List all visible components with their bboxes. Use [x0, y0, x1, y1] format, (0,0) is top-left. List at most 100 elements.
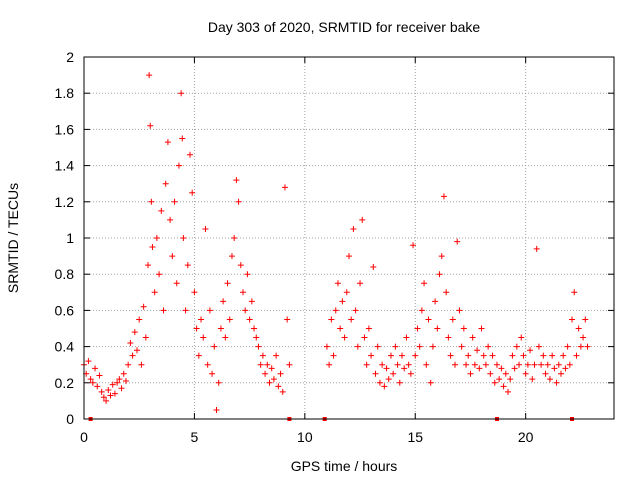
data-point — [184, 262, 191, 269]
data-point — [217, 325, 224, 332]
data-point — [368, 352, 375, 359]
x-axis-label: GPS time / hours — [291, 458, 398, 474]
data-point — [505, 388, 511, 395]
data-point — [531, 361, 538, 368]
data-point — [376, 379, 383, 386]
data-point — [153, 235, 160, 241]
data-point — [156, 271, 163, 278]
data-point — [200, 334, 207, 341]
y-tick-label: 1.6 — [55, 121, 75, 137]
data-point — [149, 244, 156, 251]
data-point — [423, 361, 430, 368]
data-point — [357, 280, 364, 287]
data-point — [520, 352, 527, 359]
data-point — [109, 381, 116, 388]
data-point — [434, 325, 441, 332]
plot-frame — [83, 56, 615, 420]
data-point — [429, 343, 436, 350]
data-point — [443, 289, 450, 296]
data-point — [169, 253, 176, 260]
data-point — [242, 307, 249, 314]
data-point — [432, 298, 439, 305]
data-point — [96, 372, 103, 379]
data-point — [118, 385, 125, 392]
data-point — [425, 316, 432, 323]
data-point — [206, 307, 213, 314]
data-point — [103, 397, 110, 404]
y-tick-label: 0.4 — [55, 339, 75, 355]
data-point — [535, 343, 542, 350]
data-point — [493, 361, 500, 368]
data-point — [573, 352, 580, 359]
data-point — [584, 343, 591, 350]
data-point — [458, 343, 465, 350]
data-point — [204, 361, 211, 368]
data-point — [410, 242, 417, 249]
data-point — [474, 347, 481, 354]
data-point — [577, 343, 584, 350]
data-point — [394, 361, 401, 368]
y-axis-ticks: 0 0.2 0.4 0.6 0.8 1 1.2 1.4 1.6 1.8 2 — [55, 49, 614, 427]
data-point — [476, 365, 483, 372]
data-point — [209, 370, 216, 377]
data-point — [339, 298, 346, 305]
data-point — [142, 334, 149, 341]
data-point — [182, 307, 189, 314]
data-point — [125, 361, 132, 368]
data-point — [195, 352, 202, 359]
data-point — [281, 184, 288, 191]
data-point — [164, 139, 171, 146]
data-point — [251, 325, 258, 332]
data-point — [173, 280, 180, 287]
data-point — [248, 298, 255, 305]
data-point — [328, 316, 335, 323]
data-point — [105, 387, 112, 394]
data-point — [89, 379, 96, 386]
data-point — [387, 352, 394, 359]
data-point — [235, 198, 242, 205]
data-point — [330, 352, 337, 359]
data-point — [529, 376, 536, 383]
data-point — [482, 361, 489, 368]
data-point — [569, 316, 576, 323]
data-point — [246, 316, 253, 323]
data-point — [148, 198, 155, 205]
y-tick-label: 2 — [66, 49, 74, 65]
data-point — [266, 379, 273, 386]
y-tick-label: 1 — [66, 230, 74, 246]
data-point — [374, 343, 381, 350]
data-point — [244, 271, 251, 278]
data-point — [253, 334, 260, 341]
x-tick-label: 15 — [407, 429, 423, 445]
data-point — [527, 347, 534, 354]
data-point — [275, 383, 282, 390]
data-point — [533, 245, 540, 252]
data-point — [178, 90, 185, 97]
data-point — [279, 388, 286, 395]
data-point — [540, 352, 547, 359]
data-point — [518, 334, 525, 341]
data-point — [94, 383, 101, 390]
data-point — [465, 352, 472, 359]
data-point — [220, 298, 227, 305]
data-point — [372, 370, 379, 377]
data-point — [359, 216, 366, 223]
y-axis-label: SRMTID / TECUs — [5, 183, 21, 293]
data-point — [129, 352, 136, 359]
data-point — [140, 303, 147, 310]
y-tick-label: 0 — [66, 411, 74, 427]
data-point — [412, 352, 419, 359]
data-point — [467, 370, 474, 377]
data-point — [226, 316, 233, 323]
data-point — [107, 392, 114, 399]
data-point — [436, 271, 443, 278]
data-point — [502, 370, 509, 377]
data-point — [365, 325, 372, 332]
data-point — [198, 316, 205, 323]
data-point — [354, 343, 361, 350]
data-point — [491, 379, 498, 386]
data-point — [513, 343, 520, 350]
data-point — [193, 325, 200, 332]
data-point — [414, 325, 421, 332]
data-point — [326, 361, 333, 368]
